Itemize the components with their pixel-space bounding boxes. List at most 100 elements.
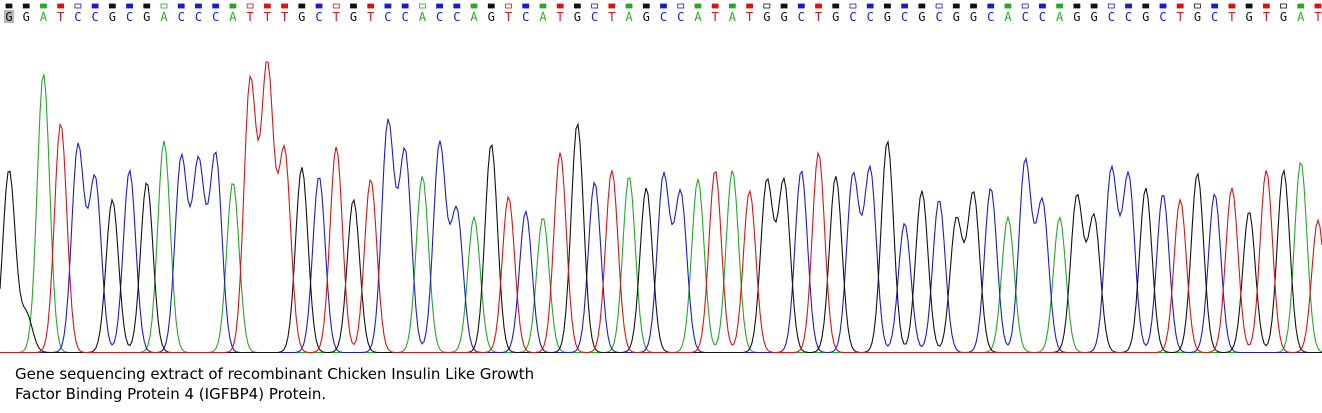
quality-marker (1297, 3, 1305, 9)
quality-marker (763, 3, 771, 9)
quality-marker (815, 3, 822, 9)
trace-a-line (0, 74, 1322, 354)
base-call-letter: G (5, 10, 12, 24)
quality-marker (780, 3, 788, 9)
base-call-letter: A (729, 10, 737, 24)
base-call-letter: T (264, 10, 271, 24)
quality-marker (1125, 3, 1132, 9)
quality-marker (608, 3, 616, 9)
base-call-highlights (4, 10, 14, 23)
base-call-letter: G (953, 10, 960, 24)
base-call-letter: T (712, 10, 719, 24)
base-call-letter: C (1211, 10, 1218, 24)
base-call-letter: A (419, 10, 427, 24)
quality-marker (212, 3, 220, 9)
base-call-letter: T (1263, 10, 1270, 24)
base-call-letter: C (867, 10, 874, 24)
quality-marker (1194, 3, 1201, 9)
base-call-letter: G (643, 10, 650, 24)
quality-marker (591, 3, 599, 9)
quality-marker (143, 3, 151, 9)
figure-caption: Gene sequencing extract of recombinant C… (15, 364, 715, 404)
base-call-letter: G (23, 10, 30, 24)
quality-marker (642, 3, 650, 9)
quality-marker (539, 3, 547, 9)
quality-marker (522, 3, 530, 9)
quality-marker (470, 3, 478, 9)
quality-marker (970, 3, 977, 9)
quality-marker (332, 3, 340, 9)
base-call-letter: C (1039, 10, 1046, 24)
base-call-letter: G (1090, 10, 1097, 24)
quality-marker (195, 3, 202, 9)
base-call-letter: C (315, 10, 322, 24)
base-call-letter: T (57, 10, 64, 24)
quality-marker (935, 3, 943, 9)
quality-marker (91, 3, 99, 9)
base-call-letter: C (453, 10, 460, 24)
base-call-letter: G (1280, 10, 1287, 24)
base-call-letter: G (884, 10, 891, 24)
base-call-letter: G (832, 10, 839, 24)
base-call-letter: C (178, 10, 185, 24)
quality-marker (694, 3, 702, 9)
base-call-letter: T (1228, 10, 1235, 24)
quality-marker (436, 3, 443, 9)
quality-marker (40, 3, 47, 9)
base-call-letter: C (1125, 10, 1132, 24)
quality-marker (1228, 3, 1236, 9)
base-call-letter: T (608, 10, 615, 24)
base-call-letter: G (1073, 10, 1080, 24)
quality-marker (1176, 3, 1184, 9)
quality-marker (1021, 3, 1029, 9)
quality-marker (625, 3, 633, 9)
base-call-letter: C (987, 10, 994, 24)
base-call-letter: T (247, 10, 254, 24)
base-call-letter: T (1314, 10, 1321, 24)
base-call-letter: C (522, 10, 529, 24)
trace-lines (0, 61, 1322, 354)
base-call-letter: T (333, 10, 340, 24)
base-call-letter: C (126, 10, 133, 24)
base-call-letter: T (281, 10, 288, 24)
base-call-letter: C (935, 10, 942, 24)
quality-marker (401, 3, 409, 9)
quality-marker (160, 3, 168, 9)
quality-marker (677, 3, 685, 9)
quality-marker (884, 3, 891, 9)
base-call-letter: G (1142, 10, 1149, 24)
quality-marker (849, 3, 857, 9)
quality-marker (901, 3, 909, 9)
quality-marker (298, 3, 306, 9)
quality-marker (487, 3, 495, 9)
base-call-letter: A (229, 10, 237, 24)
base-call-letter: T (557, 10, 564, 24)
base-call-letter: G (1194, 10, 1201, 24)
quality-marker (74, 3, 82, 9)
quality-marker (746, 3, 754, 9)
trace-t-line (0, 61, 1322, 354)
quality-marker (832, 3, 840, 9)
quality-marker (573, 3, 581, 9)
base-call-letter: C (660, 10, 667, 24)
base-call-letter: T (1177, 10, 1184, 24)
quality-marker (367, 3, 375, 9)
base-call-letter: T (505, 10, 512, 24)
quality-marker (918, 3, 926, 9)
base-call-letter: A (470, 10, 478, 24)
trace-c-line (0, 118, 1322, 354)
base-call-letter: C (92, 10, 99, 24)
quality-marker (866, 3, 874, 9)
base-call-letter: G (970, 10, 977, 24)
quality-marker (1073, 3, 1081, 9)
base-call-letter: C (195, 10, 202, 24)
base-call-letter: G (488, 10, 495, 24)
quality-marker (22, 3, 30, 9)
quality-marker (987, 3, 995, 9)
base-call-letter: A (1297, 10, 1305, 24)
base-call-letter: C (1159, 10, 1166, 24)
caption-line-1: Gene sequencing extract of recombinant C… (15, 365, 535, 383)
base-call-letter: T (746, 10, 753, 24)
quality-marker (1039, 3, 1046, 9)
